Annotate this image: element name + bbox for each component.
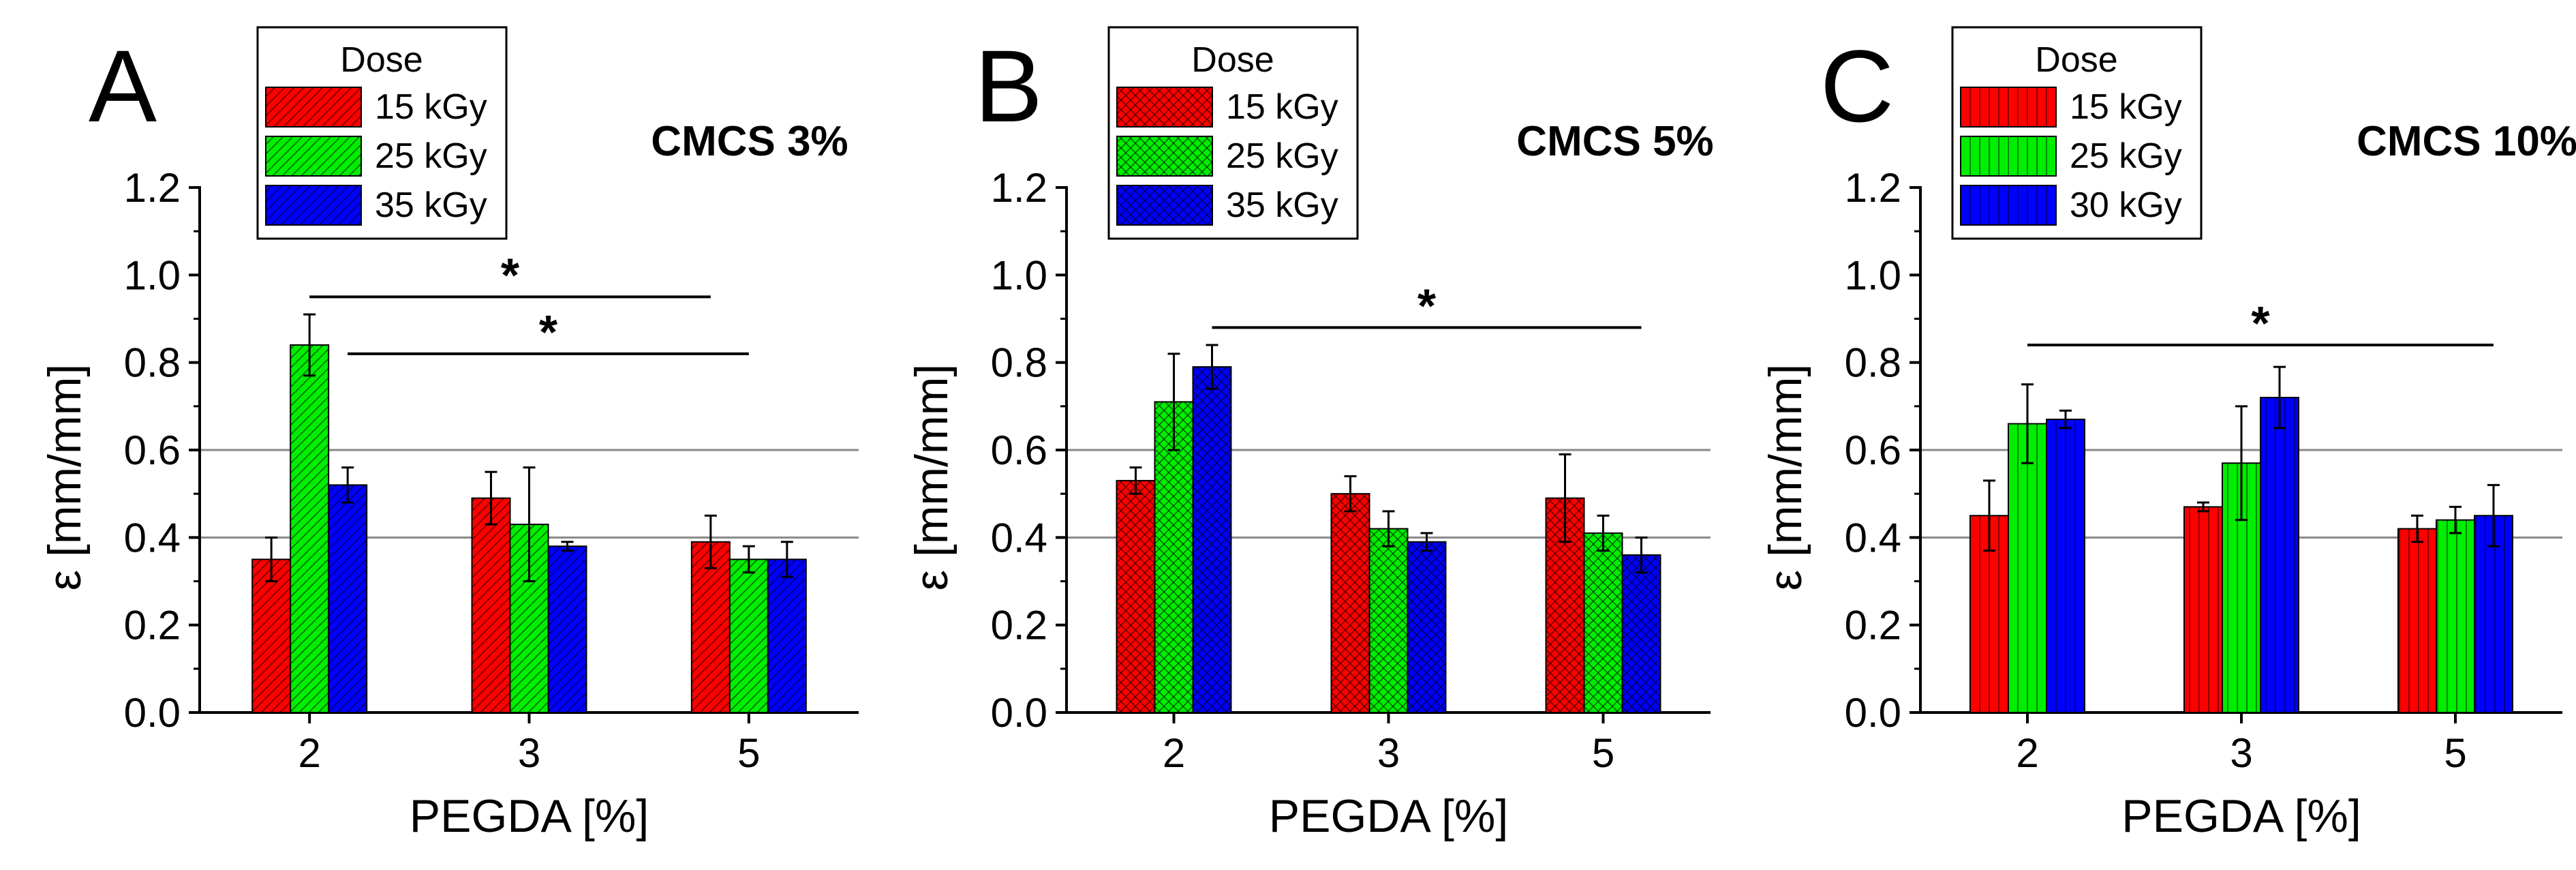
panel-title: CMCS 5%	[1516, 118, 1713, 165]
y-tick-label: 0.6	[1845, 427, 1901, 473]
legend-label: 30 kGy	[2070, 185, 2182, 225]
significance-star: *	[501, 248, 520, 301]
y-tick-label: 0.8	[1845, 340, 1901, 386]
panel-letter: A	[89, 29, 157, 143]
bar-25-kgy-pegda-2	[1154, 401, 1194, 714]
bar-25-kgy-pegda-5	[729, 558, 769, 714]
y-tick-label: 0.6	[124, 427, 181, 473]
bar-15-kgy-pegda-5	[2397, 528, 2437, 713]
x-tick-label: 5	[737, 730, 760, 776]
y-axis-title: ε [mm/mm]	[906, 364, 957, 590]
legend-label: 15 kGy	[1226, 87, 1338, 127]
significance-star: *	[2251, 297, 2270, 350]
y-tick-label: 0.4	[124, 515, 181, 560]
x-tick-label: 2	[2016, 730, 2038, 776]
legend-swatch	[1116, 136, 1213, 177]
y-tick-label: 0.0	[991, 690, 1047, 736]
bar-35-kgy-pegda-5	[1621, 554, 1661, 713]
panel-b: 0.0 0.2 0.4 0.6 0.8 1.0 1.2 2 3 5 * PEGDA [%] ε [mm/…	[906, 26, 1714, 842]
x-tick-label: 2	[298, 730, 320, 776]
y-tick-label: 1.2	[1845, 165, 1901, 211]
legend-label: 25 kGy	[1226, 136, 1338, 176]
y-tick-label: 0.8	[991, 340, 1047, 386]
bar-15-kgy-pegda-3	[1330, 493, 1370, 714]
panel-a: 0.0 0.2 0.4 0.6 0.8 1.0 1.2 2 3 5 * * PEGDA [%] ε [mm…	[39, 26, 859, 842]
legend-swatch	[265, 185, 362, 226]
legend-swatch	[1960, 136, 2057, 177]
bar-35-kgy-pegda-3	[1407, 541, 1447, 713]
legend-title: Dose	[1191, 40, 1274, 80]
x-tick-label: 3	[1377, 730, 1400, 776]
bar-35-kgy-pegda-2	[1192, 366, 1232, 713]
panel-title: CMCS 10%	[2357, 118, 2576, 165]
y-tick-label: 0.4	[1845, 515, 1901, 560]
significance-star: *	[539, 305, 558, 359]
bar-15-kgy-pegda-2	[1116, 479, 1156, 714]
bar-30-kgy-pegda-2	[2046, 419, 2085, 713]
x-axis-title: PEGDA [%]	[2121, 790, 2361, 842]
bar-30-kgy-pegda-5	[2474, 515, 2513, 713]
legend-swatch	[1960, 185, 2057, 226]
y-axis-title: ε [mm/mm]	[1760, 364, 1811, 590]
x-tick-label: 5	[2444, 730, 2466, 776]
y-tick-label: 0.8	[124, 340, 181, 386]
legend-label: 25 kGy	[2070, 136, 2182, 176]
legend-swatch	[1116, 185, 1213, 226]
y-tick-label: 0.2	[124, 603, 181, 648]
legend-swatch	[1116, 87, 1213, 127]
bar-15-kgy-pegda-5	[690, 541, 731, 713]
x-axis-title: PEGDA [%]	[1269, 790, 1508, 842]
y-tick-label: 0.2	[991, 603, 1047, 648]
y-tick-label: 0.4	[991, 515, 1047, 560]
y-axis-title: ε [mm/mm]	[39, 364, 91, 590]
bar-35-kgy-pegda-2	[328, 484, 368, 713]
bar-15-kgy-pegda-3	[2183, 506, 2223, 714]
legend-swatch	[265, 136, 362, 177]
legend-title: Dose	[2035, 40, 2117, 80]
y-tick-label: 0.6	[991, 427, 1047, 473]
y-tick-label: 0.2	[1845, 603, 1901, 648]
bar-35-kgy-pegda-5	[767, 558, 807, 714]
legend-swatch	[265, 87, 362, 127]
x-tick-label: 2	[1163, 730, 1185, 776]
bar-35-kgy-pegda-3	[547, 545, 587, 714]
significance-star: *	[1417, 279, 1437, 332]
y-tick-label: 0.0	[1845, 690, 1901, 736]
x-tick-label: 3	[2230, 730, 2252, 776]
y-tick-label: 1.0	[1845, 252, 1901, 298]
panel-letter: C	[1820, 29, 1894, 143]
legend-swatch	[1960, 87, 2057, 127]
y-tick-label: 1.0	[991, 252, 1047, 298]
x-tick-label: 5	[1592, 730, 1614, 776]
legend-label: 25 kGy	[375, 136, 487, 176]
bar-25-kgy-pegda-5	[2436, 519, 2475, 714]
y-tick-label: 1.0	[124, 252, 181, 298]
y-tick-label: 1.2	[991, 165, 1047, 211]
bar-25-kgy-pegda-5	[1583, 532, 1623, 714]
panel-c: 0.0 0.2 0.4 0.6 0.8 1.0 1.2 2 3 5 * PEGDA [%] ε [mm/…	[1760, 26, 2576, 842]
legend-label: 15 kGy	[375, 87, 487, 127]
bar-25-kgy-pegda-2	[290, 344, 330, 713]
bar-25-kgy-pegda-2	[2008, 423, 2047, 713]
legend-title: Dose	[340, 40, 423, 80]
bar-15-kgy-pegda-3	[471, 497, 511, 713]
legend-label: 35 kGy	[1226, 185, 1338, 225]
legend-label: 35 kGy	[375, 185, 487, 225]
y-tick-label: 0.0	[124, 690, 181, 736]
panel-title: CMCS 3%	[651, 118, 848, 165]
panel-letter: B	[975, 29, 1043, 143]
legend-label: 15 kGy	[2070, 87, 2182, 127]
x-tick-label: 3	[518, 730, 540, 776]
bar-25-kgy-pegda-3	[1368, 528, 1409, 713]
bar-30-kgy-pegda-3	[2260, 397, 2299, 713]
bar-15-kgy-pegda-2	[251, 558, 292, 714]
x-axis-title: PEGDA [%]	[410, 790, 649, 842]
y-tick-label: 1.2	[124, 165, 181, 211]
